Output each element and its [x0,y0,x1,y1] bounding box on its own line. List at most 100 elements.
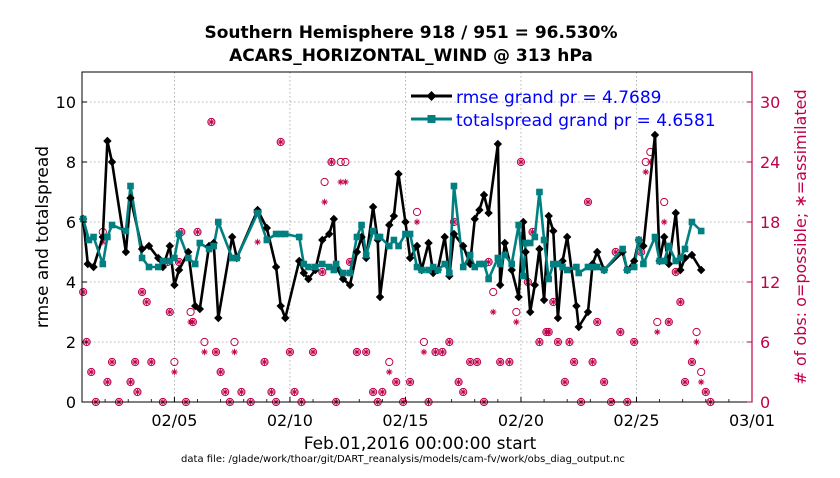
rmse-point [195,304,205,314]
obs-assimilated-marker [496,358,504,366]
rmse-point [687,250,697,260]
legend-totalspread-marker [427,115,436,123]
obs-possible-marker [680,377,690,387]
data-file-footer: data file: /glade/work/thoar/git/DART_re… [181,454,625,465]
rmse-point [304,274,313,284]
obs-assimilated-marker [439,348,446,356]
totalspread-point [395,242,402,250]
rmse-point [170,280,179,290]
obs-assimilated-marker [536,338,543,346]
obs-possible-marker [320,177,329,187]
obs-assimilated-marker [432,348,439,356]
obs-assimilated-marker [138,288,146,296]
rmse-point [553,313,563,323]
obs-possible-marker [211,347,221,357]
obs-assimilated-marker [104,378,111,386]
obs-possible-marker [147,357,156,367]
totalspread-point [450,182,458,190]
totalspread-point [589,263,596,271]
totalspread-point [508,260,516,268]
chart-title: Southern Hemisphere 918 / 951 = 96.530% [205,23,618,43]
x-axis-label: Feb.01,2016 00:00:00 start [304,434,537,454]
rmse-point [103,136,112,146]
totalspread-point [466,251,474,259]
obs-possible-marker [664,317,673,327]
obs-assimilated-marker [88,368,95,376]
obs-assimilated-marker [594,318,601,326]
obs-assimilated-marker [208,118,215,126]
obs-possible-marker [200,337,209,347]
rmse-point [539,295,549,305]
totalspread-point [630,263,638,271]
totalspread-point [446,269,453,277]
obs-possible-marker [362,347,371,357]
rmse-point [375,292,385,302]
totalspread-point [575,269,583,277]
obs-assimilated-marker [346,258,354,266]
obs-assimilated-marker [561,378,569,386]
obs-assimilated-marker [681,378,689,386]
rmse-point [526,307,535,317]
obs-assimilated-marker [647,158,654,166]
obs-possible-marker [419,337,429,347]
totalspread-point [376,233,384,241]
totalspread-point [196,239,204,247]
rmse-point [500,238,509,248]
y-tick-label-right: 12 [760,273,780,292]
y-tick-label-left: 4 [66,273,76,292]
rmse-point [405,253,415,263]
rmse-point [583,307,593,317]
obs-assimilated-marker [506,358,513,366]
rmse-point [227,232,237,242]
totalspread-point [554,260,562,268]
obs-possible-marker [193,227,202,237]
obs-assimilated-marker [693,338,700,346]
rmse-point [137,244,147,254]
rmse-point [493,139,503,149]
totalspread-point [305,263,312,271]
rmse-point [671,208,680,218]
totalspread-point [593,263,601,271]
totalspread-point [184,254,192,262]
totalspread-point [318,260,326,268]
y-tick-label-right: 0 [760,393,770,412]
totalspread-point [501,251,509,259]
y-axis-label-right: # of obs: o=possible; ∗=assimilated [791,89,810,384]
obs-possible-marker [341,157,350,167]
rmse-point [562,232,572,242]
obs-possible-marker [565,337,574,347]
obs-possible-marker [692,327,701,337]
rmse-point [389,211,399,221]
series-layer [78,130,706,332]
rmse-point [214,313,223,323]
rmse-point [459,241,468,251]
x-tick-label: 02/20 [498,411,544,430]
obs-assimilated-marker [337,178,344,186]
obs-possible-marker [216,367,225,377]
obs-assimilated-marker [309,348,317,356]
totalspread-point [681,245,689,253]
obs-assimilated-marker [393,378,400,386]
obs-assimilated-marker [291,388,298,396]
totalspread-point [85,236,93,244]
obs-possible-marker [87,367,96,377]
rmse-point [385,220,394,230]
obs-assimilated-marker [222,388,229,396]
obs-assimilated-marker [166,308,173,316]
legend-rmse-marker [426,91,437,101]
rmse-point [572,301,581,311]
obs-assimilated-marker [362,348,370,356]
obs-assimilated-marker [353,348,361,356]
x-tick-label: 02/10 [267,411,313,430]
obs-possible-marker [459,387,468,397]
obs-possible-marker [516,157,526,167]
obs-assimilated-marker [212,348,220,356]
obs-assimilated-marker [201,348,208,356]
obs-assimilated-marker [450,218,458,226]
totalspread-point [90,233,97,241]
y-axis-label-left: rmse and totalspread [33,146,53,328]
obs-assimilated-marker [379,388,386,396]
totalspread-point [228,254,236,262]
obs-assimilated-marker [286,348,294,356]
